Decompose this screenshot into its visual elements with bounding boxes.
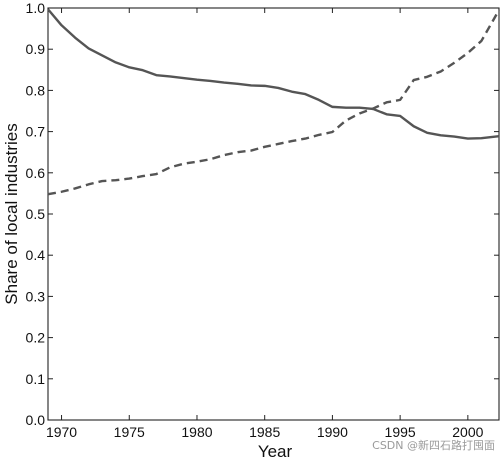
x-axis-ticks: 1970 1975 1980 1985 1990 1995 2000 bbox=[46, 8, 484, 440]
y-tick-label: 0.7 bbox=[26, 124, 46, 140]
y-tick-label: 0.9 bbox=[26, 41, 46, 57]
y-tick-label: 0.5 bbox=[26, 206, 46, 222]
x-tick-label: 1970 bbox=[46, 424, 77, 440]
series-line-solid bbox=[47, 8, 500, 140]
y-tick-label: 0.0 bbox=[26, 412, 46, 428]
y-tick-label: 0.8 bbox=[26, 82, 46, 98]
y-tick-label: 0.6 bbox=[26, 165, 46, 181]
y-tick-label: 1.0 bbox=[26, 0, 46, 16]
data-series bbox=[47, 8, 501, 196]
y-tick-label: 0.2 bbox=[26, 330, 46, 346]
plot-area bbox=[47, 7, 500, 421]
x-tick-label: 1995 bbox=[385, 424, 416, 440]
y-tick-label: 0.1 bbox=[26, 371, 46, 387]
y-tick-label: 0.4 bbox=[26, 247, 46, 263]
x-tick-label: 1990 bbox=[317, 424, 348, 440]
x-tick-label: 2000 bbox=[452, 424, 483, 440]
series-line-dashed bbox=[47, 9, 501, 196]
watermark-text: CSDN @新四石路打囤面 bbox=[372, 439, 495, 452]
x-axis-title: Year bbox=[258, 442, 293, 461]
y-axis-ticks: 0.0 0.1 0.2 0.3 0.4 0.5 0.6 0.7 0.8 0.9 1.0 bbox=[26, 0, 499, 428]
y-axis-title: Share of local industries bbox=[2, 123, 21, 304]
x-tick-label: 1980 bbox=[181, 424, 212, 440]
x-tick-label: 1985 bbox=[249, 424, 280, 440]
y-tick-label: 0.3 bbox=[26, 288, 46, 304]
x-tick-label: 1975 bbox=[114, 424, 145, 440]
